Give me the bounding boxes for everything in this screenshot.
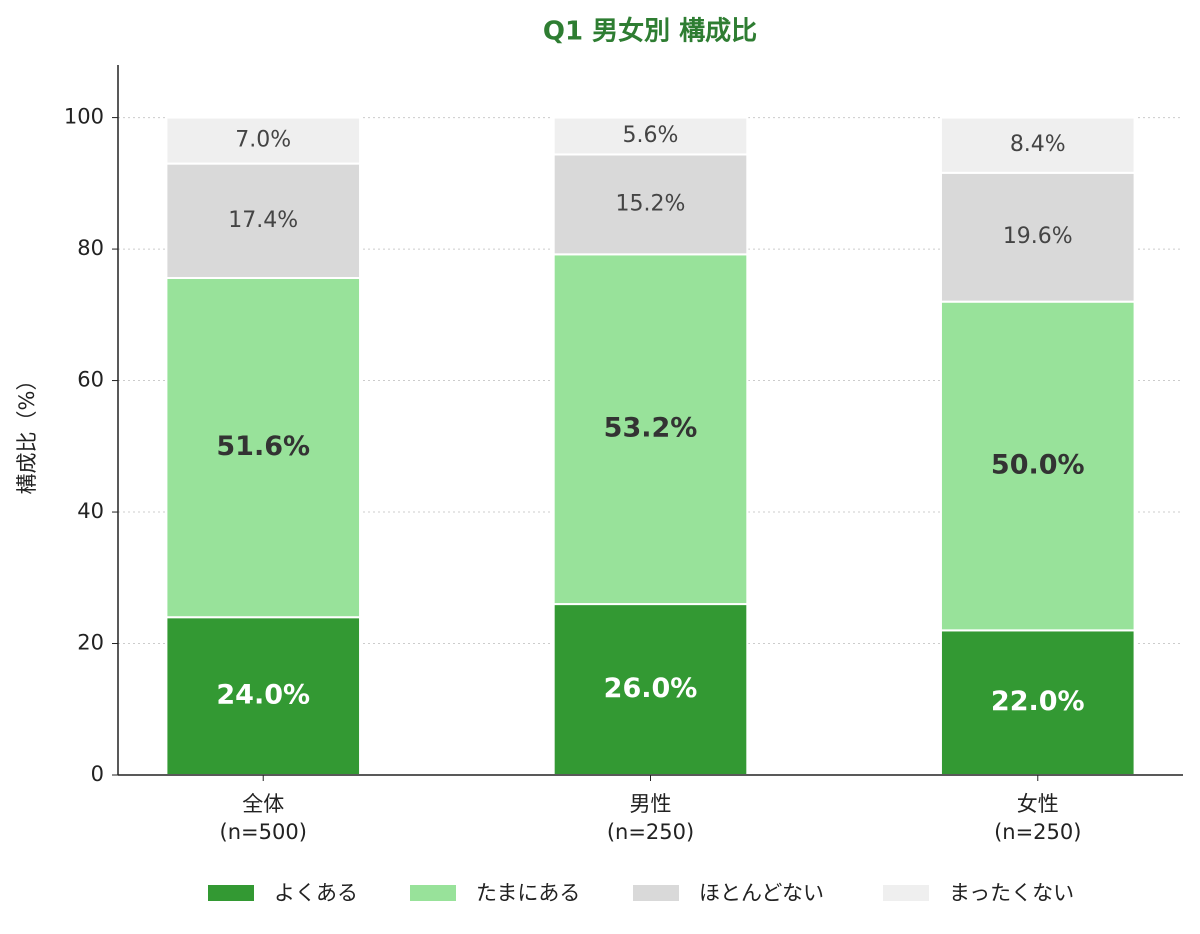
- y-tick-label: 60: [77, 368, 104, 392]
- x-tick-label-line: 全体: [242, 792, 284, 816]
- legend-label: たまにある: [476, 881, 580, 905]
- y-tick-label: 40: [77, 499, 104, 523]
- legend-swatch: [208, 885, 254, 901]
- y-tick-label: 100: [64, 105, 104, 129]
- legend-swatch: [883, 885, 929, 901]
- legend-label: よくある: [274, 881, 358, 905]
- bar-segment: [939, 300, 1136, 632]
- x-tick-label-line: (n=500): [220, 820, 307, 844]
- data-label: 15.2%: [616, 191, 686, 216]
- x-tick-label: 女性 (n=250): [994, 792, 1081, 844]
- chart-title: Q1 男女別 構成比: [543, 16, 757, 47]
- y-tick-label: 80: [77, 236, 104, 260]
- data-label: 7.0%: [235, 128, 291, 153]
- data-label: 24.0%: [216, 680, 310, 711]
- x-tick-label: 全体 (n=500): [220, 792, 307, 844]
- data-label: 51.6%: [216, 431, 310, 462]
- data-label: 17.4%: [228, 208, 298, 233]
- y-tick-label: 0: [91, 762, 104, 786]
- data-label: 5.6%: [623, 123, 679, 148]
- x-tick-label-line: (n=250): [607, 820, 694, 844]
- bar-segment: [552, 603, 749, 777]
- x-tick-label: 男性 (n=250): [607, 792, 694, 844]
- legend-swatch: [633, 885, 679, 901]
- data-label: 22.0%: [991, 686, 1085, 717]
- bar-segment: [939, 171, 1136, 303]
- y-tick-label: 20: [77, 631, 104, 655]
- data-label: 19.6%: [1003, 224, 1073, 249]
- x-tick-label-line: 男性: [630, 792, 672, 816]
- data-label: 53.2%: [604, 413, 698, 444]
- bar-segment: [165, 162, 362, 279]
- data-label: 50.0%: [991, 450, 1085, 481]
- bar-segment: [939, 116, 1136, 174]
- data-label: 26.0%: [604, 673, 698, 704]
- legend-swatch: [410, 885, 456, 901]
- bar-segment: [552, 116, 749, 156]
- bar-segment: [165, 277, 362, 619]
- x-tick-label-line: 女性: [1017, 792, 1059, 816]
- x-tick-label-line: (n=250): [994, 820, 1081, 844]
- legend-label: ほとんどない: [699, 881, 824, 905]
- bar-segment: [552, 153, 749, 256]
- y-axis-label: 構成比（%）: [15, 370, 39, 495]
- bar-segment: [552, 253, 749, 606]
- legend-label: まったくない: [949, 881, 1074, 905]
- data-label: 8.4%: [1010, 132, 1066, 157]
- bar-segment: [165, 116, 362, 165]
